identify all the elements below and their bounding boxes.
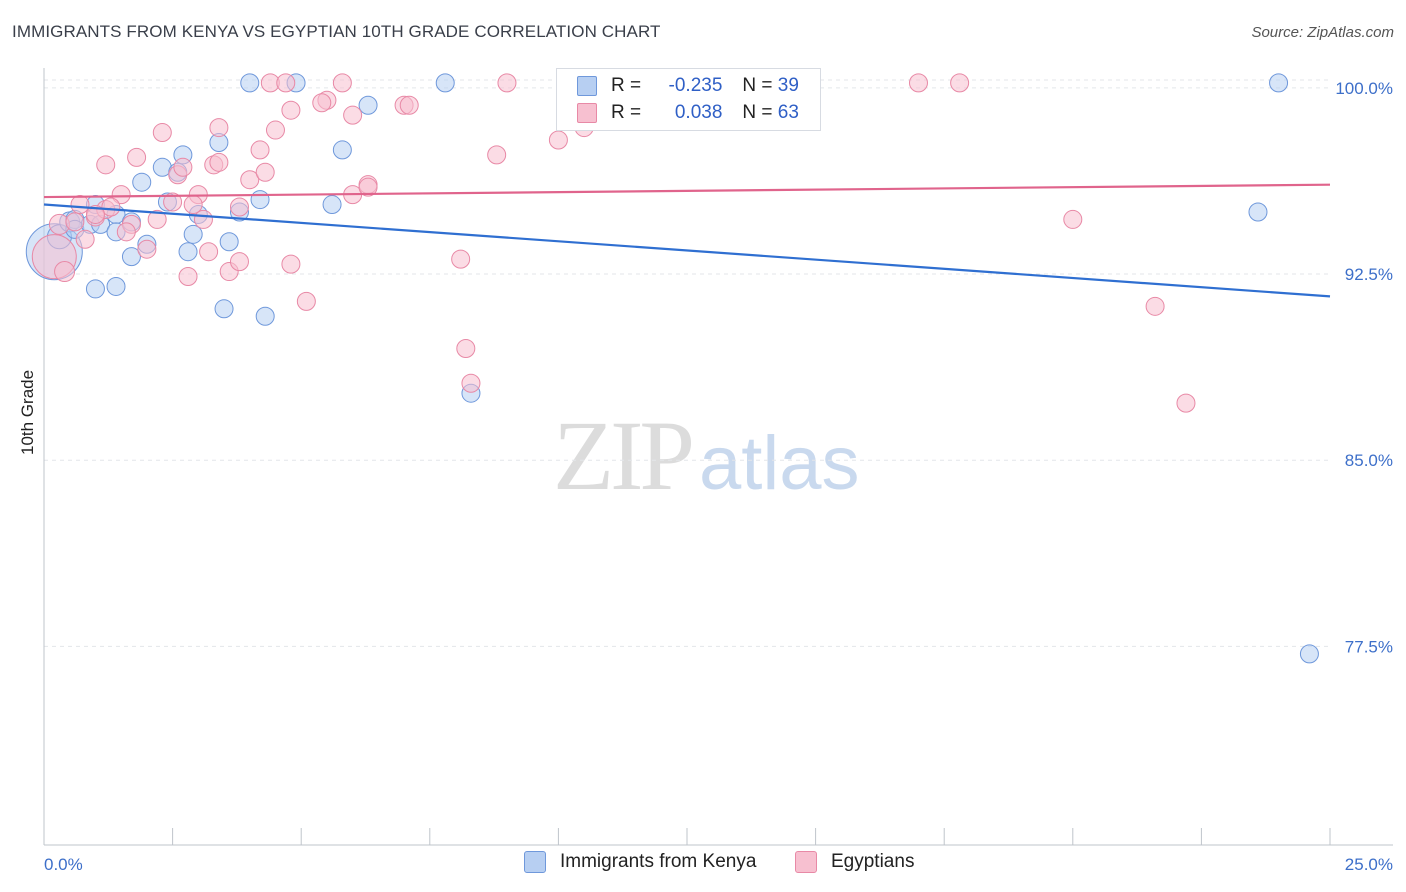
legend-n-value: 63 <box>777 102 799 123</box>
egyptian-trend-line <box>43 183 1331 199</box>
legend-row-kenya: R = -0.235 N = 39 <box>577 73 799 99</box>
x-tick-label: 0.0% <box>44 855 83 874</box>
series-swatch-egyptians <box>795 851 817 873</box>
kenya-point <box>250 190 270 210</box>
kenya-point <box>1299 644 1319 664</box>
stats-legend: R = -0.235 N = 39 R = 0.038 N = 63 <box>556 68 821 131</box>
egyptian-point <box>296 291 316 311</box>
egyptian-point <box>908 73 928 93</box>
egyptian-point <box>147 209 167 229</box>
egyptian-point <box>111 185 131 205</box>
egyptian-point <box>1145 296 1165 316</box>
egyptian-point <box>54 261 76 283</box>
kenya-point <box>219 232 239 252</box>
watermark-atlas: atlas <box>699 421 860 506</box>
egyptian-point <box>173 157 193 177</box>
legend-swatch-egyptians <box>577 103 597 123</box>
chart-source: Source: ZipAtlas.com <box>1251 24 1394 41</box>
legend-swatch-kenya <box>577 76 597 96</box>
egyptian-point <box>255 162 275 182</box>
y-tick-label: 85.0% <box>1345 451 1393 470</box>
egyptian-point <box>163 192 183 212</box>
kenya-trend-line <box>43 203 1331 298</box>
kenya-point <box>132 172 152 192</box>
x-tick-label: 25.0% <box>1345 855 1393 874</box>
egyptian-point <box>178 267 198 287</box>
egyptian-point <box>265 120 285 140</box>
kenya-point <box>214 299 234 319</box>
watermark: ZIP atlas <box>553 398 860 513</box>
egyptian-point <box>209 152 229 172</box>
kenya-point <box>332 140 352 160</box>
legend-r-value: 0.038 <box>674 102 723 123</box>
egyptian-point <box>250 140 270 160</box>
egyptian-point <box>127 147 147 167</box>
watermark-zip: ZIP <box>553 400 695 511</box>
kenya-point <box>358 95 378 115</box>
y-tick-label: 77.5% <box>1345 637 1393 656</box>
series-label-egyptians: Egyptians <box>831 851 915 872</box>
egyptian-point <box>451 249 471 269</box>
egyptian-point <box>137 239 157 259</box>
egyptian-point <box>312 93 332 113</box>
egyptian-point <box>276 73 296 93</box>
legend-r-label: R = <box>611 75 642 96</box>
legend-n-label: N = <box>742 75 773 96</box>
legend-n-label: N = <box>742 102 773 123</box>
egyptian-point <box>950 73 970 93</box>
egyptian-point <box>199 242 219 262</box>
kenya-point <box>255 306 275 326</box>
egyptian-point <box>116 222 136 242</box>
kenya-point <box>1248 202 1268 222</box>
series-swatch-kenya <box>524 851 546 873</box>
series-legend-kenya[interactable]: Immigrants from Kenya <box>524 851 756 873</box>
kenya-point <box>1269 73 1289 93</box>
kenya-point <box>322 195 342 215</box>
egyptian-point <box>75 229 95 249</box>
egyptian-point <box>456 339 476 359</box>
legend-row-egyptians: R = 0.038 N = 63 <box>577 100 799 126</box>
egyptian-point <box>281 100 301 120</box>
egyptian-point <box>96 155 116 175</box>
egyptian-point <box>548 130 568 150</box>
series-legend: Immigrants from Kenya Egyptians <box>0 851 1406 877</box>
egyptian-point <box>70 195 90 215</box>
series-legend-egyptians[interactable]: Egyptians <box>795 851 914 873</box>
egyptian-point <box>152 123 172 143</box>
egyptian-point <box>1176 393 1196 413</box>
egyptian-point <box>487 145 507 165</box>
legend-r-value: -0.235 <box>668 75 723 96</box>
egyptian-point <box>281 254 301 274</box>
y-tick-label: 100.0% <box>1335 79 1393 98</box>
egyptian-point <box>85 204 105 224</box>
kenya-point <box>85 279 105 299</box>
egyptian-point <box>461 373 481 393</box>
egyptian-point <box>209 118 229 138</box>
egyptian-point <box>497 73 517 93</box>
egyptian-point <box>229 197 249 217</box>
y-tick-label: 92.5% <box>1345 265 1393 284</box>
kenya-point <box>106 276 126 296</box>
egyptian-point <box>229 252 249 272</box>
egyptian-point <box>1063 209 1083 229</box>
kenya-point <box>435 73 455 93</box>
egyptian-point <box>399 95 419 115</box>
egyptian-point <box>240 170 260 190</box>
egyptian-point <box>332 73 352 93</box>
kenya-point <box>178 242 198 262</box>
egyptian-point <box>343 105 363 125</box>
series-label-kenya: Immigrants from Kenya <box>560 851 757 872</box>
chart-title: IMMIGRANTS FROM KENYA VS EGYPTIAN 10TH G… <box>12 22 661 41</box>
egyptian-point <box>101 197 121 217</box>
legend-n-value: 39 <box>777 75 799 96</box>
legend-r-label: R = <box>611 102 642 123</box>
egyptian-point <box>65 212 85 232</box>
kenya-point <box>121 247 141 267</box>
kenya-point <box>183 224 203 244</box>
egyptian-point <box>358 177 378 197</box>
kenya-point <box>240 73 260 93</box>
egyptian-point <box>183 195 203 215</box>
